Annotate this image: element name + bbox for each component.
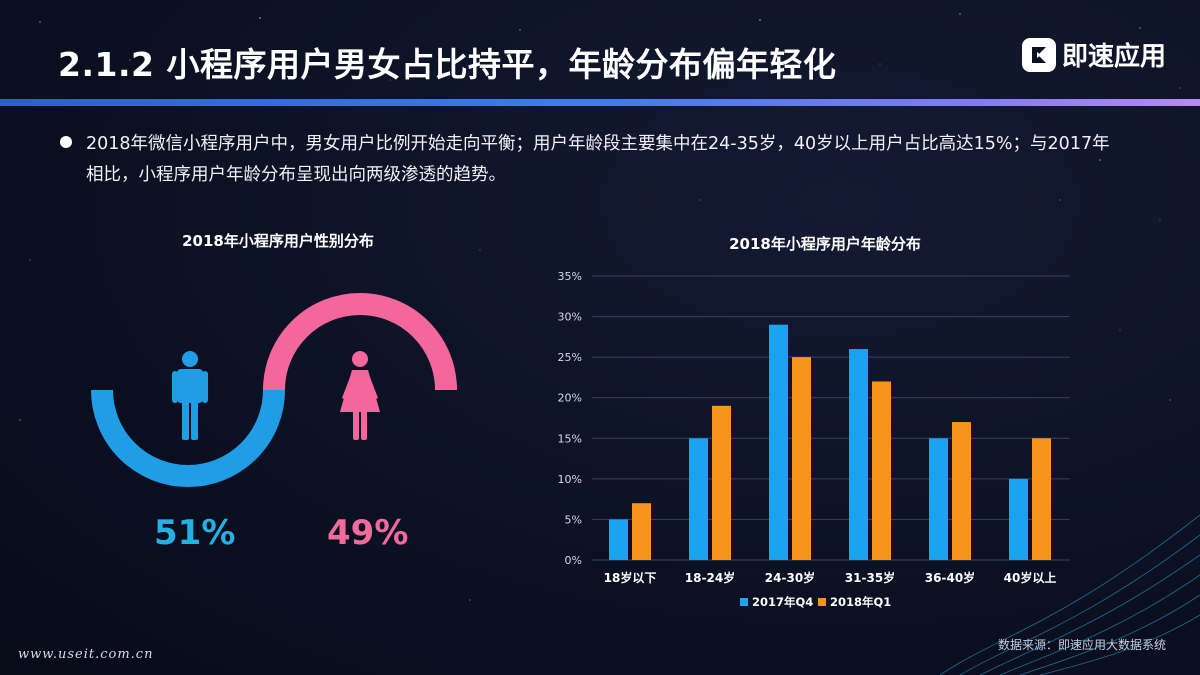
age-chart-title: 2018年小程序用户年龄分布 — [729, 235, 921, 253]
data-source-note: 数据来源：即速应用大数据系统 — [997, 638, 1166, 652]
legend-label: 2017年Q4 — [752, 595, 813, 609]
y-tick-label: 20% — [558, 392, 582, 405]
male-person-icon — [172, 351, 208, 440]
bar-2018q1-1 — [712, 405, 731, 560]
legend-swatch — [740, 598, 748, 606]
slide-title: 2.1.2 小程序用户男女占比持平，年龄分布偏年轻化 — [58, 45, 837, 84]
x-tick-label: 18-24岁 — [685, 570, 735, 585]
legend-swatch — [818, 598, 826, 606]
female-percentage-label: 49% — [327, 513, 409, 553]
brand-logo: 即速应用 — [1022, 36, 1166, 73]
y-tick-label: 35% — [558, 270, 582, 283]
bar-2018q1-5 — [1032, 438, 1051, 560]
x-tick-label: 24-30岁 — [765, 570, 815, 585]
female-arc — [263, 293, 457, 391]
x-tick-label: 40岁以上 — [1004, 570, 1057, 585]
decorative-wave — [940, 514, 1200, 675]
bullet-dot-icon — [60, 136, 72, 148]
bar-2017q4-1 — [689, 438, 708, 560]
y-tick-label: 15% — [558, 432, 582, 445]
x-tick-label: 18岁以下 — [604, 570, 657, 585]
age-bar-chart: 2018年小程序用户年龄分布 0% 5% 10% 15% 20% 25% 30% 35% 18岁… — [558, 235, 1070, 609]
x-tick-label: 31-35岁 — [845, 570, 895, 585]
y-tick-label: 10% — [558, 473, 582, 486]
male-percentage-label: 51% — [154, 513, 236, 553]
x-tick-label: 36-40岁 — [925, 570, 975, 585]
female-person-icon — [340, 351, 380, 440]
gender-chart — [91, 293, 457, 487]
bar-2017q4-3 — [849, 349, 868, 560]
bar-2018q1-2 — [792, 357, 811, 560]
brand-logo-text: 即速应用 — [1062, 42, 1167, 72]
bar-2017q4-0 — [609, 519, 628, 560]
y-tick-label: 0% — [565, 554, 582, 567]
watermark-text: www.useit.com.cn — [18, 647, 154, 662]
y-tick-label: 5% — [565, 513, 582, 526]
y-tick-label: 30% — [558, 311, 582, 324]
gender-chart-title: 2018年小程序用户性别分布 — [182, 232, 374, 250]
male-arc — [91, 389, 285, 487]
title-divider — [0, 99, 1200, 106]
bar-2018q1-0 — [632, 503, 651, 560]
bar-2017q4-5 — [1009, 478, 1028, 560]
bar-2018q1-3 — [872, 381, 891, 560]
legend-label: 2018年Q1 — [830, 595, 891, 609]
bar-2018q1-4 — [952, 422, 971, 560]
y-tick-label: 25% — [558, 351, 582, 364]
bar-2017q4-2 — [769, 324, 788, 560]
summary-text: 2018年微信小程序用户中，男女用户比例开始走向平衡；用户年龄段主要集中在24-… — [86, 134, 1110, 185]
brand-logo-icon — [1022, 37, 1056, 72]
bar-2017q4-4 — [929, 438, 948, 560]
